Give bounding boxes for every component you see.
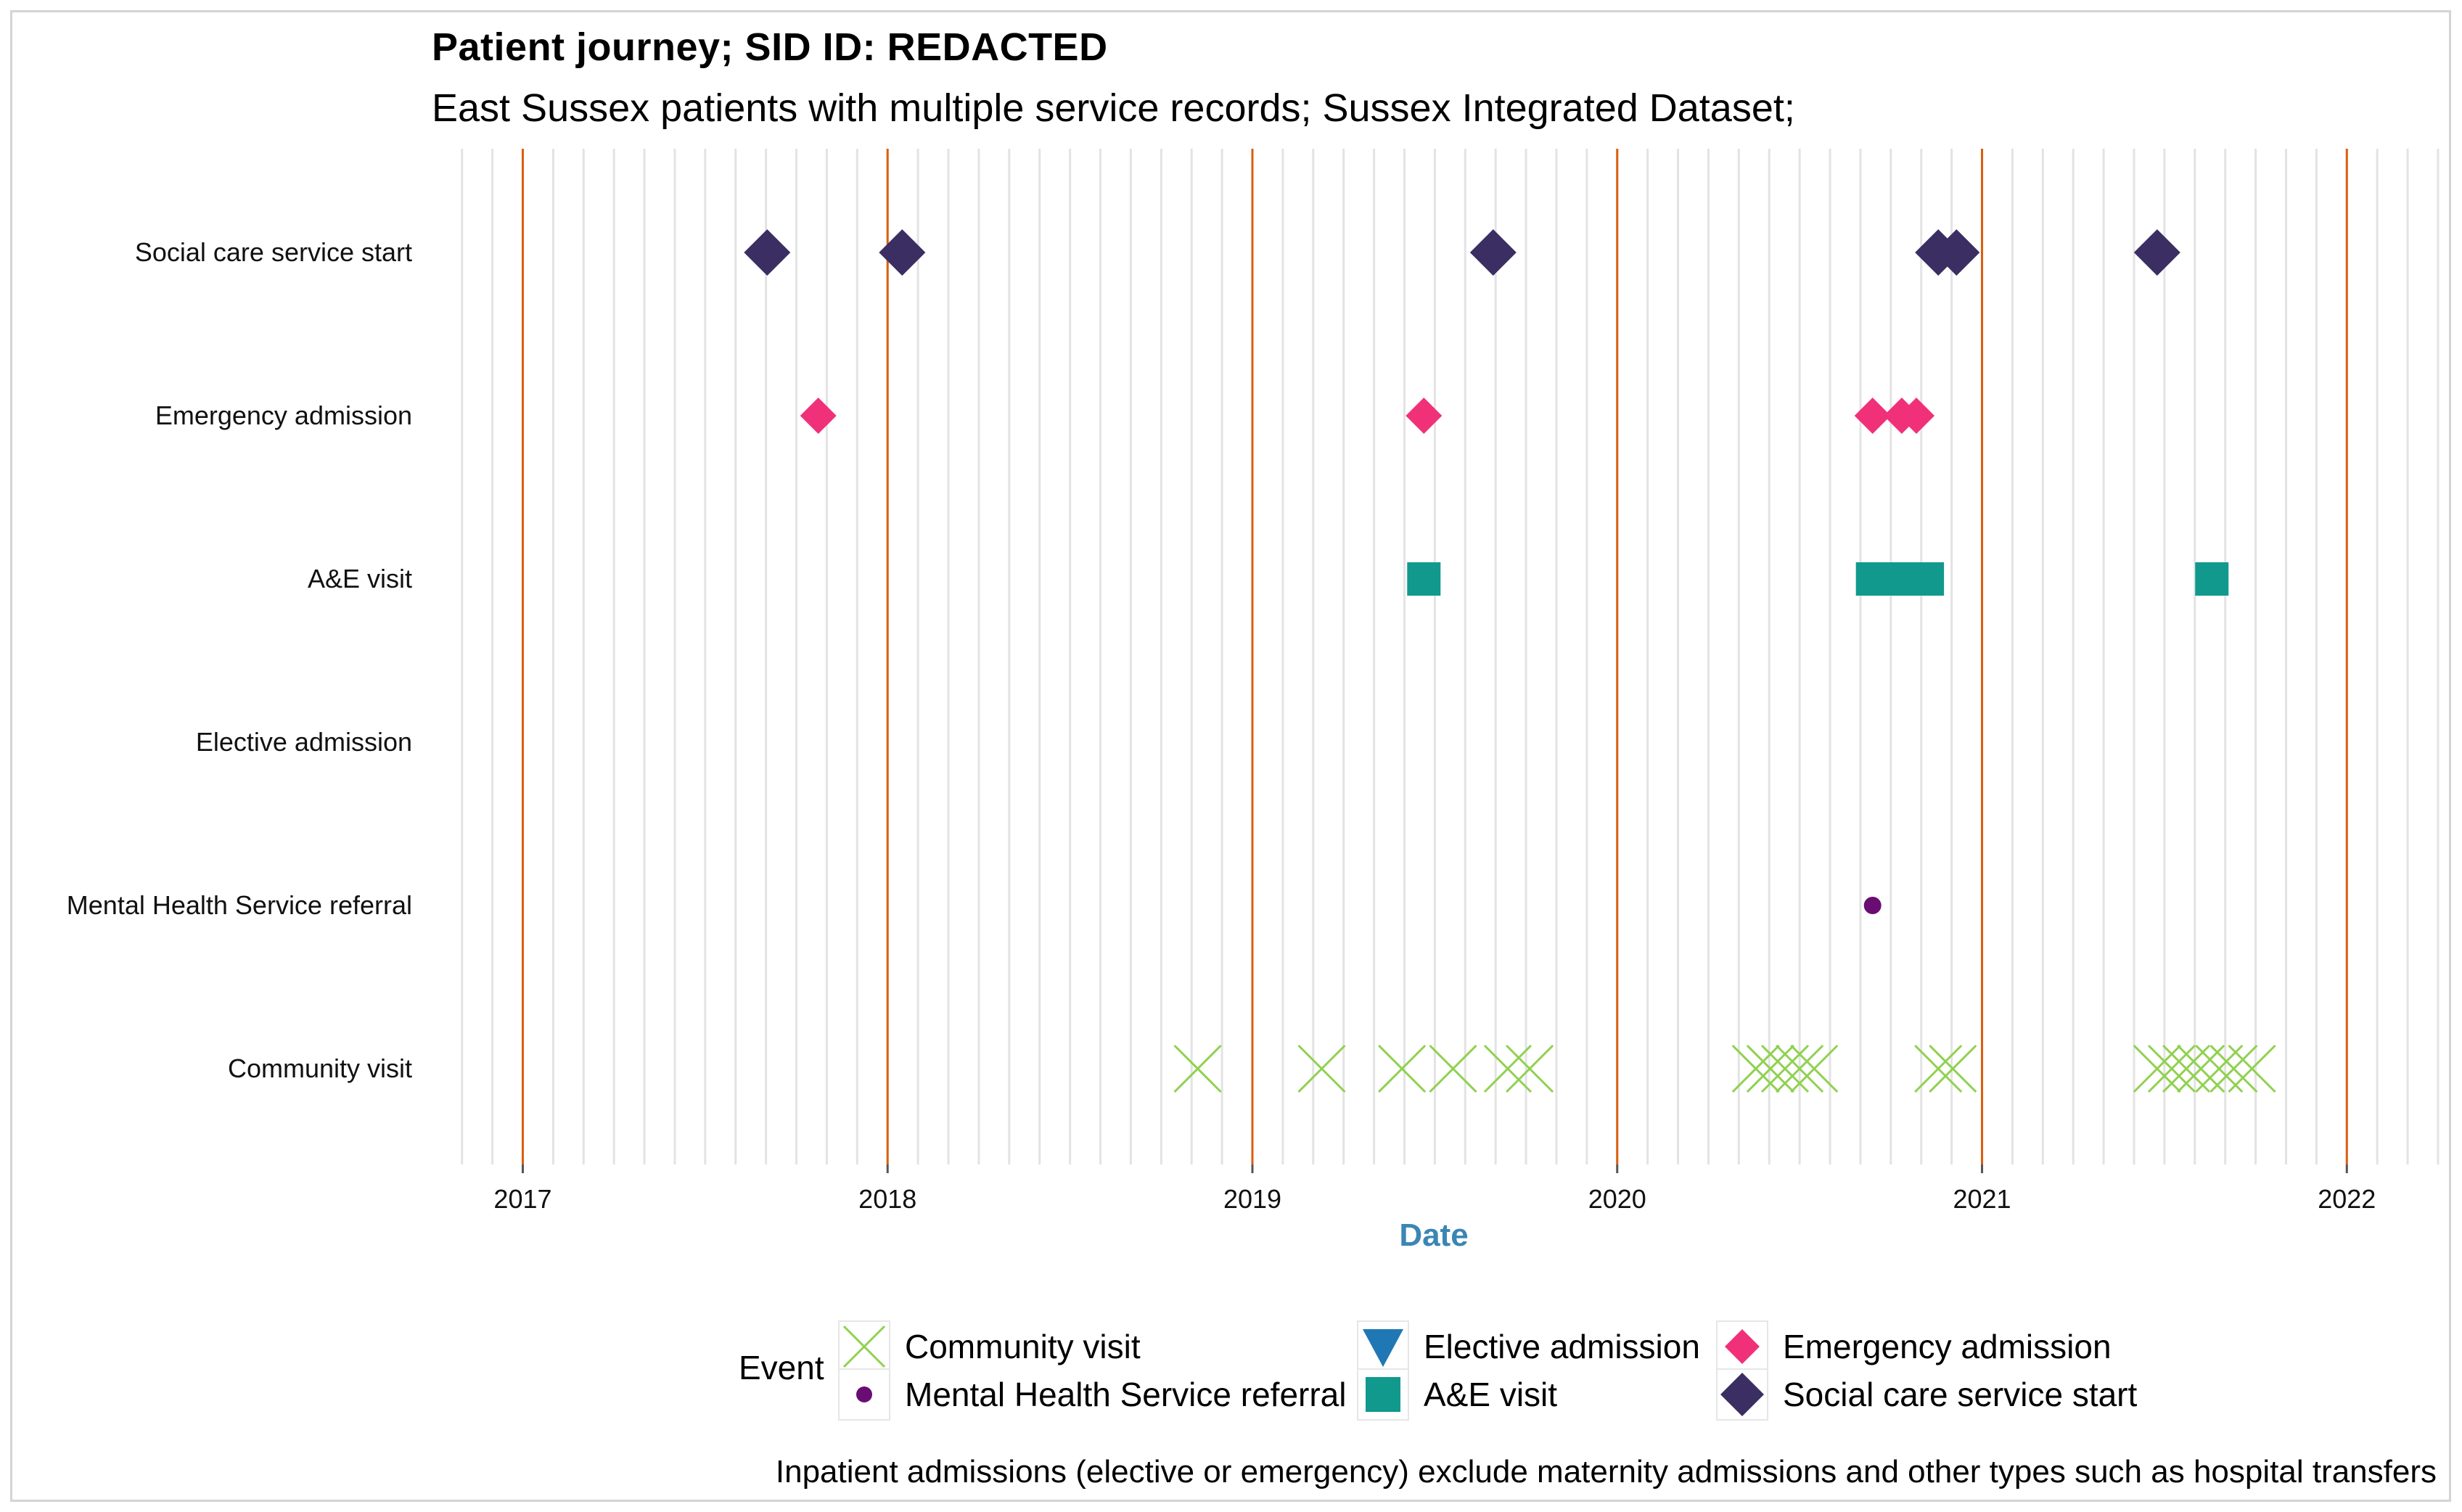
- cross-stroke: [1790, 1044, 1839, 1093]
- cross-marker: [1506, 1044, 1554, 1093]
- chart-caption: Inpatient admissions (elective or emerge…: [775, 1454, 2437, 1490]
- legend-label: A&E visit: [1424, 1376, 1558, 1413]
- chart-frame: [10, 10, 2451, 1502]
- y-axis-label: Mental Health Service referral: [67, 890, 412, 920]
- diamond-marker: [1898, 398, 1935, 434]
- gridlines: [461, 149, 2440, 1164]
- cross-stroke: [1483, 1044, 1532, 1093]
- legend-item-ae-visit: A&E visit: [1357, 1368, 1557, 1421]
- data-marks: [744, 229, 2276, 1093]
- legend-item-community-visit: Community visit: [838, 1320, 1141, 1373]
- cross-marker: [1746, 1044, 1794, 1093]
- cross-stroke: [1173, 1044, 1222, 1093]
- cross-marker: [2162, 1044, 2211, 1093]
- legend-title: Event: [739, 1349, 824, 1386]
- cross-stroke: [1760, 1044, 1810, 1093]
- cross-stroke: [1746, 1044, 1794, 1093]
- x-axis-ticks: 2017 2018 2019 2020 2021 2022: [493, 1164, 2376, 1214]
- cross-marker: [1760, 1044, 1810, 1093]
- x-tick-label: 2019: [1223, 1184, 1281, 1214]
- diamond-marker: [800, 398, 837, 434]
- cross-stroke: [2162, 1044, 2211, 1093]
- cross-stroke: [2147, 1044, 2196, 1093]
- cross-stroke: [2209, 1044, 2258, 1093]
- legend-label: Social care service start: [1783, 1376, 2138, 1413]
- legend-label: Mental Health Service referral: [905, 1376, 1347, 1413]
- x-tick-label: 2021: [1953, 1184, 2011, 1214]
- cross-marker: [2209, 1044, 2258, 1093]
- legend-label: Emergency admission: [1783, 1328, 2112, 1365]
- circle-icon: [838, 1368, 890, 1421]
- cross-marker: [1731, 1044, 1780, 1093]
- timeline-chart: Social care service start Emergency admis…: [67, 149, 2440, 1253]
- chart-title: Patient journey; SID ID: REDACTED: [432, 25, 1108, 69]
- diamond-marker: [1469, 229, 1517, 276]
- legend-item-emergency-admission: Emergency admission: [1716, 1320, 2112, 1373]
- cross-stroke: [2133, 1044, 2181, 1093]
- diamond-marker: [1933, 229, 1980, 276]
- x-tick-label: 2017: [493, 1184, 551, 1214]
- cross-marker: [1776, 1044, 1824, 1093]
- legend-label: Elective admission: [1424, 1328, 1700, 1365]
- diamond-marker: [744, 229, 791, 276]
- chart-subtitle: East Sussex patients with multiple servi…: [432, 86, 1795, 130]
- diamond-icon: [1716, 1320, 1768, 1373]
- legend-item-social-care-start: Social care service start: [1716, 1368, 2137, 1421]
- cross-marker: [1297, 1044, 1346, 1093]
- cross-stroke: [2228, 1044, 2276, 1093]
- diamond-marker: [1406, 398, 1443, 434]
- cross-stroke: [1378, 1044, 1427, 1093]
- square-marker: [1407, 562, 1441, 596]
- cross-icon: [838, 1320, 890, 1373]
- cross-stroke: [1914, 1044, 1963, 1093]
- cross-marker: [1914, 1044, 1963, 1093]
- cross-marker: [2147, 1044, 2196, 1093]
- cross-marker: [1173, 1044, 1222, 1093]
- cross-marker: [1378, 1044, 1427, 1093]
- diamond-marker: [2133, 229, 2180, 276]
- y-axis-label: Emergency admission: [155, 400, 412, 430]
- cross-stroke: [1297, 1044, 1346, 1093]
- triangle-down-icon: [1357, 1320, 1409, 1373]
- x-tick-label: 2018: [858, 1184, 916, 1214]
- cross-marker: [1929, 1044, 1977, 1093]
- square-icon: [1357, 1368, 1409, 1421]
- x-tick-label: 2022: [2318, 1184, 2376, 1214]
- cross-stroke: [2177, 1044, 2225, 1093]
- cross-marker: [2133, 1044, 2181, 1093]
- legend-label: Community visit: [905, 1328, 1141, 1365]
- cross-marker: [1790, 1044, 1839, 1093]
- cross-marker: [2228, 1044, 2276, 1093]
- y-axis-label: Social care service start: [135, 237, 412, 267]
- y-axis-label: Community visit: [228, 1053, 412, 1083]
- diamond-icon: [1716, 1368, 1768, 1421]
- diamond-marker: [1854, 398, 1891, 434]
- circle-marker: [1863, 897, 1882, 914]
- y-axis-labels: Social care service start Emergency admis…: [67, 237, 412, 1083]
- legend-item-mental-health-referral: Mental Health Service referral: [838, 1368, 1346, 1421]
- x-axis-label: Date: [1399, 1217, 1468, 1253]
- cross-stroke: [1929, 1044, 1977, 1093]
- cross-marker: [1429, 1044, 1477, 1093]
- diamond-marker: [879, 229, 926, 276]
- legend-item-elective-admission: Elective admission: [1357, 1320, 1700, 1373]
- y-axis-label: Elective admission: [196, 727, 412, 757]
- cross-marker: [1483, 1044, 1532, 1093]
- cross-marker: [2177, 1044, 2225, 1093]
- x-tick-label: 2020: [1588, 1184, 1646, 1214]
- cross-stroke: [2195, 1044, 2244, 1093]
- y-axis-label: A&E visit: [308, 564, 412, 593]
- square-marker: [2195, 562, 2229, 596]
- cross-marker: [2195, 1044, 2244, 1093]
- cross-stroke: [1776, 1044, 1824, 1093]
- cross-stroke: [1506, 1044, 1554, 1093]
- cross-stroke: [1731, 1044, 1780, 1093]
- cross-stroke: [1429, 1044, 1477, 1093]
- square-marker: [1911, 562, 1945, 596]
- year-lines: [521, 149, 2348, 1164]
